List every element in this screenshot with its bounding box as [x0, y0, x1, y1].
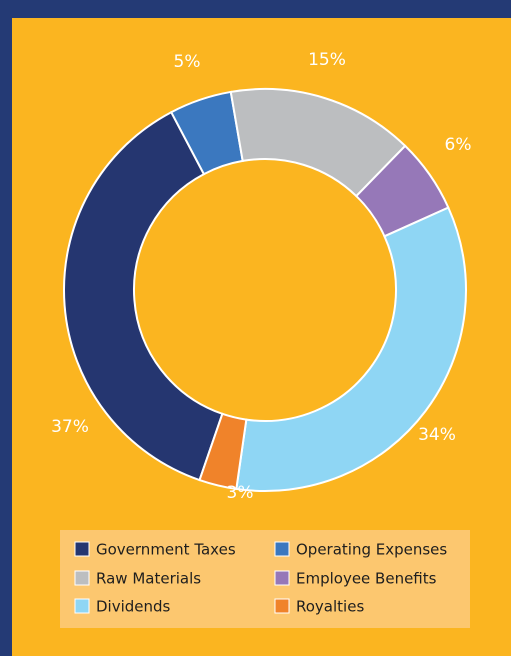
donut-slice	[63, 110, 224, 482]
data-label: 5%	[174, 52, 201, 72]
data-label: 6%	[445, 135, 472, 155]
legend-label: Royalties	[296, 598, 364, 616]
legend-label: Dividends	[96, 598, 171, 616]
data-label: 34%	[418, 425, 456, 445]
legend-box	[60, 530, 470, 628]
legend-swatch	[74, 570, 90, 586]
legend-swatch	[274, 541, 290, 557]
legend-label: Operating Expenses	[296, 541, 447, 559]
legend-label: Employee Benefits	[296, 570, 437, 588]
donut-slice	[235, 206, 467, 492]
data-label: 37%	[51, 417, 89, 437]
legend-label: Government Taxes	[96, 541, 236, 559]
donut-slice	[198, 412, 248, 491]
data-label: 3%	[227, 483, 254, 503]
data-label: 15%	[308, 50, 346, 70]
legend-swatch	[74, 598, 90, 614]
legend-swatch	[274, 570, 290, 586]
legend-swatch	[274, 598, 290, 614]
legend-swatch	[74, 541, 90, 557]
legend-label: Raw Materials	[96, 570, 201, 588]
